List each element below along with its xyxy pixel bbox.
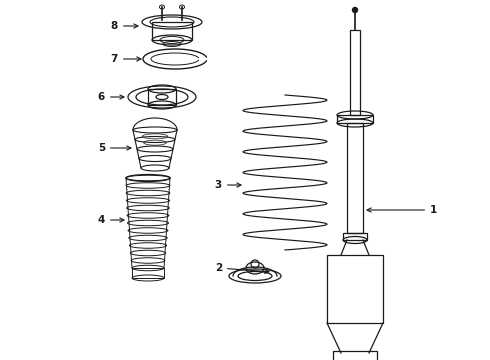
Bar	[148, 89, 176, 105]
Bar	[347, 123, 363, 233]
Text: 7: 7	[111, 54, 141, 64]
Bar	[343, 233, 367, 240]
Text: 6: 6	[98, 92, 124, 102]
Text: 3: 3	[215, 180, 241, 190]
Bar	[152, 22, 192, 40]
Bar	[337, 115, 373, 123]
Bar	[132, 268, 164, 278]
Text: 1: 1	[367, 205, 437, 215]
Text: 2: 2	[215, 263, 269, 274]
Text: 4: 4	[98, 215, 124, 225]
Bar	[350, 30, 360, 115]
Bar	[333, 351, 377, 360]
Circle shape	[352, 8, 358, 13]
Bar	[327, 255, 383, 323]
Text: 5: 5	[98, 143, 131, 153]
Text: 8: 8	[111, 21, 138, 31]
